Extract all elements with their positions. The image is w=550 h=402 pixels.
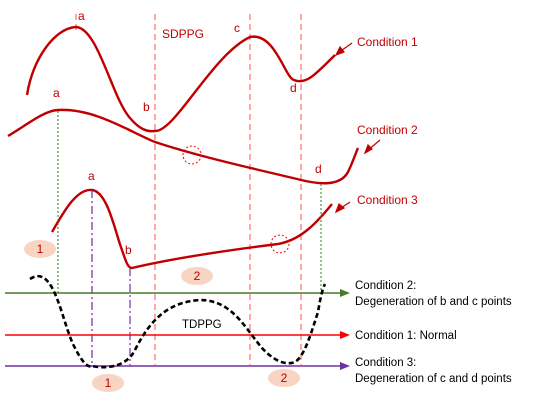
axis-legend-cond2-line1: Condition 2: xyxy=(355,280,416,292)
condition-2-curve xyxy=(7,108,360,185)
axis-legend-cond3-line2: Degeneration of c and d points xyxy=(355,373,512,385)
condition-2-guides xyxy=(57,111,322,293)
condition-2-label: Condition 2 xyxy=(357,123,418,137)
condition-1-curve xyxy=(25,25,336,133)
marker-left-1-label: 1 xyxy=(37,242,44,256)
condition-3-label: Condition 3 xyxy=(357,193,418,207)
condition-3-curve xyxy=(50,188,333,270)
c3-highlight-circle xyxy=(270,234,290,254)
c2-highlight-circle xyxy=(182,145,202,165)
point-label-c2-d: d xyxy=(315,162,322,176)
marker-left-1: 1 xyxy=(24,240,56,258)
tdppg-curve xyxy=(29,274,327,369)
marker-bottom-2: 2 xyxy=(268,369,300,387)
point-label-c3-a: a xyxy=(88,169,95,183)
axis-condition-1 xyxy=(5,331,350,339)
marker-bottom-1: 1 xyxy=(92,374,124,392)
tdppg-label: TDPPG xyxy=(182,319,222,331)
point-label-c1-b: b xyxy=(143,100,150,114)
point-label-c2-a: a xyxy=(53,86,60,100)
marker-mid-2-label: 2 xyxy=(194,269,201,283)
point-label-c1-d: d xyxy=(290,81,297,95)
axis-legend-cond1: Condition 1: Normal xyxy=(355,330,457,342)
point-label-c3-b: b xyxy=(125,243,132,257)
marker-bottom-1-label: 1 xyxy=(105,376,112,390)
condition-3-guides xyxy=(91,190,131,366)
point-label-c1-c: c xyxy=(234,21,240,35)
axis-legend-cond3-line1: Condition 3: xyxy=(355,357,416,369)
condition-1-label: Condition 1 xyxy=(357,35,418,49)
vertical-reference-lines xyxy=(75,14,302,365)
axis-legend-cond2-line2: Degeneration of b and c points xyxy=(355,296,512,308)
marker-mid-2: 2 xyxy=(181,267,213,285)
condition-pointer-arrows xyxy=(334,42,381,214)
point-label-c1-a: a xyxy=(78,9,85,23)
sdppg-label: SDPPG xyxy=(162,27,204,41)
axis-condition-2 xyxy=(5,289,350,297)
marker-bottom-2-label: 2 xyxy=(281,371,288,385)
axis-condition-3 xyxy=(5,362,350,370)
